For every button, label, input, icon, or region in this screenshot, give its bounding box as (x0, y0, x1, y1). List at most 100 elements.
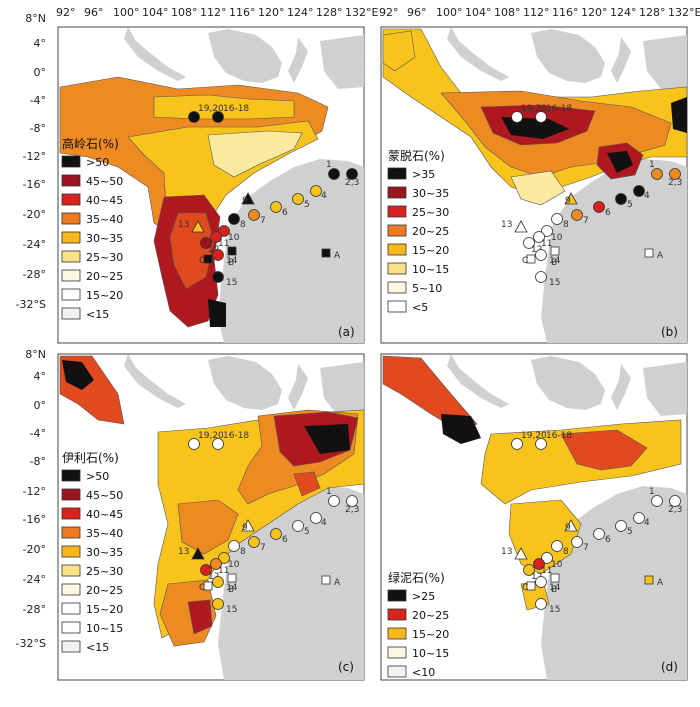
zone-yellow (508, 499, 582, 575)
zone-yellow (153, 94, 295, 120)
latitude-tick: 8°N (25, 348, 46, 361)
site-label: 7 (583, 216, 589, 226)
site-square-marker (321, 248, 331, 258)
longitude-tick-a: 100° (113, 6, 140, 19)
site-label: 7 (583, 543, 589, 553)
site-label: 8 (240, 220, 246, 230)
legend-label: 15~20 (86, 603, 123, 616)
legend-swatch (61, 621, 81, 634)
site-circle-marker (248, 209, 260, 221)
longitude-tick-b: 112° (523, 6, 550, 19)
legend-swatch (61, 545, 81, 558)
site-circle-marker (212, 249, 224, 261)
legend-swatch (61, 193, 81, 206)
legend-label: 45~50 (86, 175, 123, 188)
site-label: C (522, 583, 528, 593)
site-circle-marker (292, 520, 304, 532)
site-circle-marker (633, 185, 645, 197)
site-circle-marker (535, 249, 547, 261)
site-square-marker (203, 581, 213, 591)
site-label: 15 (226, 278, 237, 288)
legend-label: 20~25 (86, 270, 123, 283)
site-circle-marker (669, 495, 681, 507)
zone-mid (293, 471, 321, 497)
site-label: 11 (218, 566, 229, 576)
site-circle-marker (292, 193, 304, 205)
site-circle-marker (200, 237, 212, 249)
site-circle-marker (533, 231, 545, 243)
site-triangle-marker (514, 547, 528, 560)
legend-swatch (387, 262, 407, 275)
site-circle-marker (511, 438, 523, 450)
latitude-tick: 4° (34, 370, 47, 383)
legend-swatch (61, 212, 81, 225)
site-circle-marker (210, 231, 222, 243)
legend-swatch (387, 167, 407, 180)
sample-sites: 19,20 16-182,31456789101112131415ABC19,20… (178, 104, 682, 615)
site-label: 14 (549, 583, 561, 593)
site-circle-marker (346, 168, 358, 180)
site-label: 1 (649, 487, 655, 497)
longitude-tick-b: 124° (610, 6, 637, 19)
legend-swatch (61, 231, 81, 244)
legend-swatch (61, 250, 81, 263)
site-circle-marker (571, 536, 583, 548)
site-circle-marker (551, 213, 563, 225)
site-circle-marker (310, 185, 322, 197)
longitude-tick-b: 104° (465, 6, 492, 19)
site-circle-marker (633, 512, 645, 524)
site-square-marker (526, 581, 536, 591)
site-circle-marker (212, 576, 224, 588)
legend-swatch (61, 564, 81, 577)
legend-label: 25~30 (86, 565, 123, 578)
latitude-axis-top-row: 8°N 4° 0° -4° -8° -12° -16° -20° -24° -28° -32°S (16, 12, 46, 311)
site-label: 7 (260, 216, 266, 226)
site-circle-marker (615, 520, 627, 532)
panel-label: (c) (338, 660, 354, 674)
longitude-tick-a: 112° (200, 6, 227, 19)
site-label: 6 (605, 208, 611, 218)
site-label: 9 (565, 196, 571, 206)
panel-label: (b) (661, 325, 678, 339)
site-square-marker (321, 575, 331, 585)
zone-yellow (382, 30, 416, 72)
legend-swatch (387, 589, 407, 602)
land-masses (124, 27, 364, 343)
latitude-tick: -20° (23, 543, 46, 556)
site-label: 13 (178, 547, 189, 557)
site-label: 19,20 (198, 104, 224, 114)
legend-label: <15 (86, 308, 109, 321)
site-triangle-marker (191, 547, 205, 560)
site-circle-marker (270, 528, 282, 540)
legend-label: 10~15 (86, 622, 123, 635)
site-circle-marker (188, 111, 200, 123)
site-circle-marker (651, 495, 663, 507)
site-label: 1 (326, 487, 332, 497)
site-triangle-marker (514, 220, 528, 233)
site-label: 11 (541, 239, 552, 249)
legend-label: >50 (86, 156, 109, 169)
site-label: 4 (644, 191, 650, 201)
site-circle-marker (535, 111, 547, 123)
site-circle-marker (523, 237, 535, 249)
legend-label: <5 (412, 301, 428, 314)
legend-title: 高岭石(%) (62, 136, 119, 151)
site-circle-marker (328, 495, 340, 507)
site-circle-marker (212, 271, 224, 283)
zone-deep (187, 599, 213, 635)
legend-title: 伊利石(%) (62, 451, 119, 465)
site-label: 9 (565, 523, 571, 533)
site-label: 19,20 (198, 431, 224, 441)
latitude-tick: -20° (23, 208, 46, 221)
latitude-tick: -4° (30, 427, 46, 440)
legend-swatch (61, 288, 81, 301)
zone-mid (560, 429, 648, 471)
legend-swatch (387, 646, 407, 659)
site-triangle-marker (241, 519, 255, 532)
site-label: 16-18 (223, 104, 249, 114)
site-label: C (522, 256, 528, 266)
site-label: B (551, 258, 557, 268)
legend-label: 40~45 (86, 194, 123, 207)
